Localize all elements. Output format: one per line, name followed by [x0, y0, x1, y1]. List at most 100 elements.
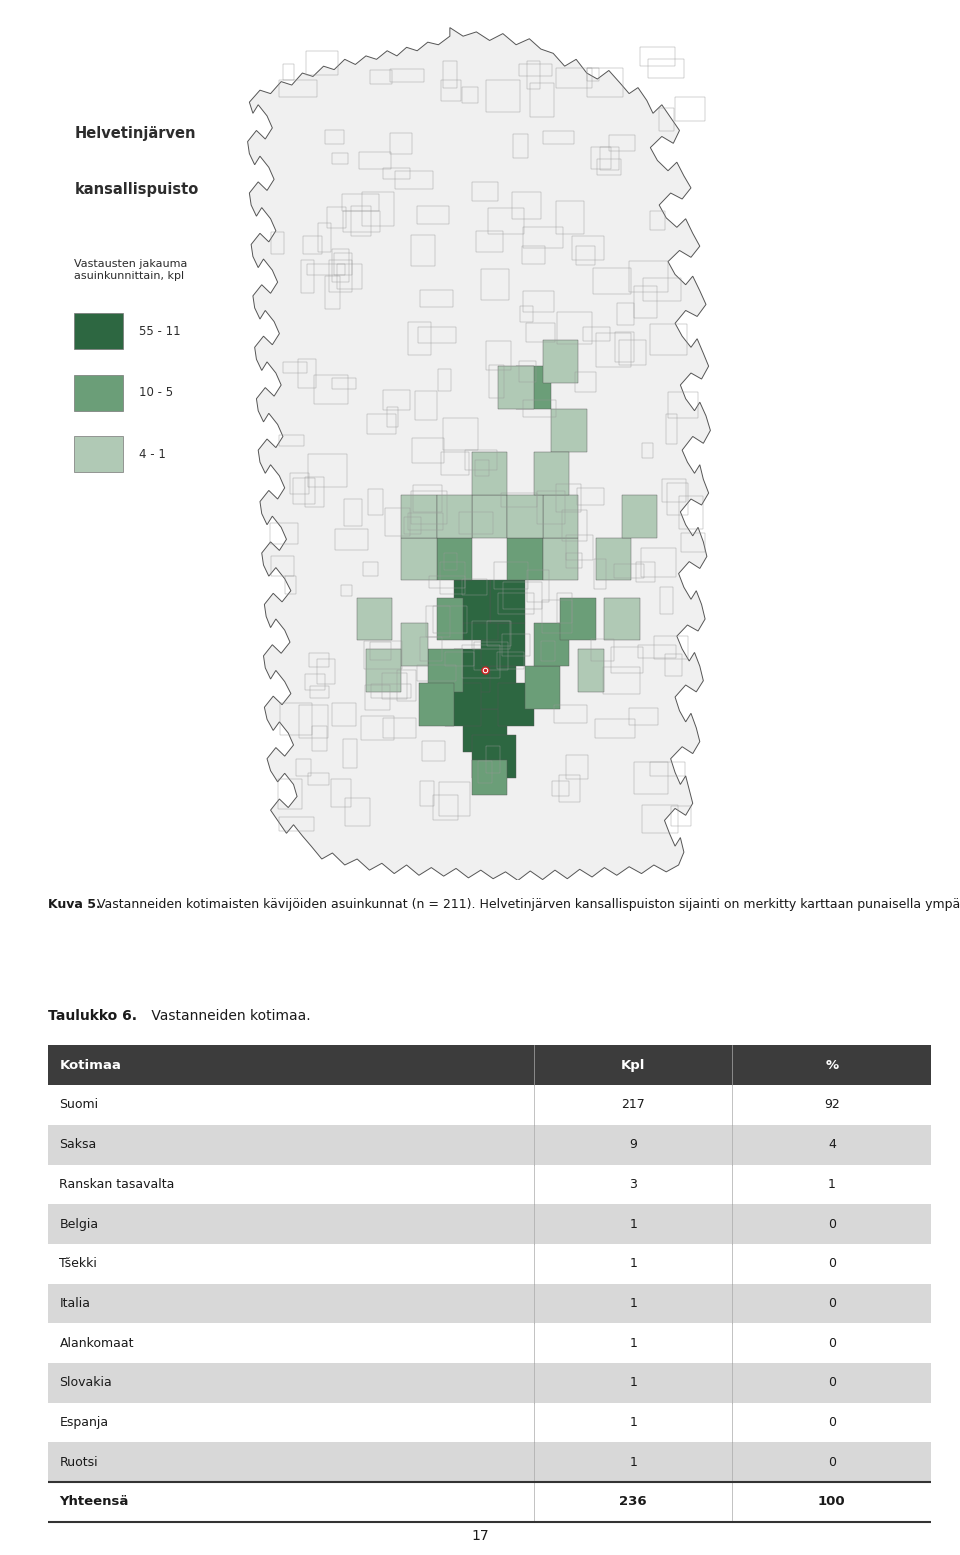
Text: Tšekki: Tšekki	[60, 1258, 97, 1270]
Polygon shape	[534, 624, 569, 666]
Bar	[475, 460, 490, 476]
Bar	[445, 652, 474, 666]
Bar	[285, 575, 296, 594]
Text: 236: 236	[619, 1496, 647, 1508]
Bar	[278, 818, 314, 830]
Bar	[420, 289, 452, 308]
Bar	[330, 779, 351, 807]
Text: 4: 4	[828, 1138, 836, 1151]
Bar	[383, 718, 416, 739]
Polygon shape	[507, 494, 542, 538]
Text: 1: 1	[629, 1455, 637, 1469]
Bar	[314, 375, 348, 404]
Bar	[48, 1364, 931, 1403]
Bar	[472, 622, 510, 650]
Text: Taulukko 6.: Taulukko 6.	[48, 1009, 137, 1023]
Polygon shape	[248, 28, 710, 880]
Text: 17: 17	[471, 1529, 489, 1543]
Bar	[613, 564, 644, 578]
Bar	[520, 306, 534, 322]
Bar	[522, 246, 545, 264]
Bar	[305, 675, 325, 690]
Bar	[588, 68, 599, 81]
Bar	[639, 47, 675, 67]
Bar	[650, 211, 665, 230]
Text: 1: 1	[629, 1417, 637, 1429]
Bar	[283, 362, 307, 373]
Polygon shape	[542, 494, 578, 538]
Polygon shape	[401, 494, 437, 538]
Bar	[636, 561, 656, 582]
Bar	[332, 378, 355, 389]
Bar	[487, 620, 511, 647]
Bar	[332, 703, 356, 726]
Text: Saksa: Saksa	[60, 1138, 97, 1151]
Bar	[370, 642, 392, 661]
Text: Vastausten jakauma
asuinkunnittain, kpl: Vastausten jakauma asuinkunnittain, kpl	[75, 260, 188, 280]
Bar	[588, 68, 623, 98]
Bar	[372, 684, 411, 698]
Text: 9: 9	[629, 1138, 637, 1151]
Text: Ruotsi: Ruotsi	[60, 1455, 98, 1469]
Bar	[552, 781, 569, 796]
Polygon shape	[605, 597, 639, 641]
Polygon shape	[463, 597, 498, 641]
Bar	[341, 585, 352, 596]
Bar	[312, 726, 327, 751]
Bar	[577, 488, 604, 505]
Text: 100: 100	[818, 1496, 846, 1508]
Bar	[497, 653, 524, 669]
Text: 1: 1	[629, 1376, 637, 1389]
Bar	[343, 739, 357, 768]
FancyBboxPatch shape	[75, 313, 123, 348]
Polygon shape	[428, 648, 463, 692]
Polygon shape	[561, 597, 595, 641]
Bar	[309, 653, 329, 667]
Bar	[48, 1124, 931, 1165]
Bar	[411, 491, 447, 524]
Text: Vastanneiden kotimaisten kävijöiden asuinkunnat (n = 211). Helvetinjärven kansal: Vastanneiden kotimaisten kävijöiden asui…	[92, 899, 960, 911]
Bar	[329, 260, 352, 292]
Bar	[522, 291, 554, 311]
Bar	[558, 594, 572, 622]
Bar	[346, 798, 370, 826]
Bar	[650, 323, 687, 355]
Text: 1: 1	[629, 1258, 637, 1270]
Bar	[421, 740, 444, 760]
Bar	[557, 313, 592, 344]
Text: kansallispuisto: kansallispuisto	[75, 182, 199, 197]
Bar	[518, 361, 536, 383]
Bar	[555, 706, 587, 723]
Bar	[361, 715, 394, 740]
Bar	[417, 666, 456, 681]
Bar	[280, 703, 312, 736]
Bar	[318, 222, 331, 252]
Bar	[278, 435, 303, 446]
Bar	[310, 686, 328, 698]
Bar	[490, 365, 504, 398]
Bar	[660, 586, 673, 614]
Bar	[682, 533, 706, 552]
Bar	[660, 109, 674, 131]
Text: Belgia: Belgia	[60, 1218, 99, 1230]
Text: Kuva 5.: Kuva 5.	[48, 899, 101, 911]
Bar	[48, 1085, 931, 1124]
Bar	[444, 552, 457, 569]
Bar	[615, 333, 634, 362]
Bar	[306, 51, 338, 75]
Bar	[337, 264, 362, 289]
Bar	[597, 159, 621, 174]
Bar	[390, 70, 424, 82]
Bar	[574, 372, 595, 392]
Bar	[382, 168, 410, 179]
Polygon shape	[542, 341, 578, 383]
Bar	[387, 407, 398, 428]
Polygon shape	[507, 538, 542, 580]
Bar	[463, 87, 478, 103]
Bar	[345, 499, 362, 527]
Polygon shape	[472, 760, 507, 795]
Bar	[600, 148, 619, 169]
Text: 0: 0	[828, 1297, 836, 1309]
Bar	[396, 171, 434, 190]
Polygon shape	[472, 666, 516, 709]
